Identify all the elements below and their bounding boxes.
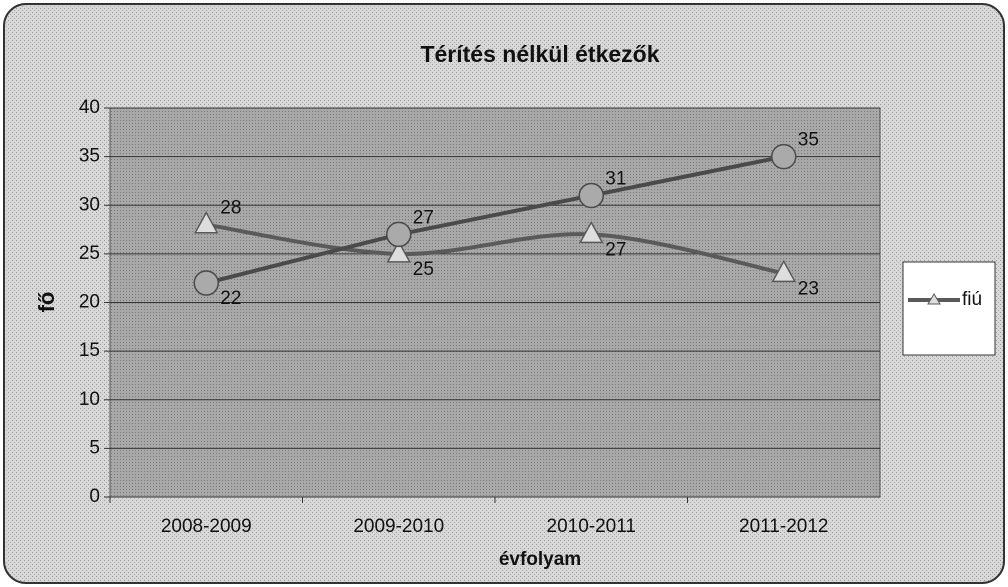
chart-title: Térítés nélkül étkezők [420, 41, 659, 67]
data-label: 28 [220, 198, 241, 219]
y-tick-label: 15 [79, 340, 100, 361]
series-line [205, 154, 785, 285]
marker [386, 221, 412, 248]
legend-marker [927, 293, 941, 305]
y-tick-label: 5 [89, 437, 100, 458]
data-label: 22 [220, 288, 241, 309]
legend [902, 261, 996, 356]
legend-label: fiú [962, 289, 982, 310]
data-label: 31 [605, 169, 626, 190]
data-label: 27 [605, 239, 626, 260]
marker [193, 270, 219, 296]
data-label: 27 [413, 207, 434, 228]
data-label: 23 [798, 278, 819, 299]
marker [193, 211, 219, 234]
marker [578, 182, 604, 209]
x-tick-label: 2011-2012 [739, 516, 828, 537]
x-tick-label: 2010-2011 [547, 516, 636, 537]
marker [771, 143, 797, 170]
x-tick-label: 2009-2010 [353, 516, 444, 537]
x-tick-label: 2008-2009 [161, 516, 252, 537]
y-tick-label: 10 [79, 389, 100, 410]
y-tick-label: 25 [79, 243, 100, 264]
data-label: 35 [798, 130, 819, 151]
y-tick-label: 30 [79, 194, 100, 215]
marker [578, 220, 604, 244]
data-label: 25 [413, 259, 434, 280]
y-tick-label: 35 [79, 146, 100, 167]
y-tick-label: 20 [79, 292, 100, 313]
series-line [205, 222, 785, 276]
marker [771, 259, 797, 283]
y-tick-label: 0 [89, 486, 100, 507]
x-axis-title: évfolyam [499, 549, 581, 570]
y-axis-title: fő [34, 292, 59, 313]
y-tick-label: 40 [79, 97, 100, 118]
marker [386, 240, 412, 263]
